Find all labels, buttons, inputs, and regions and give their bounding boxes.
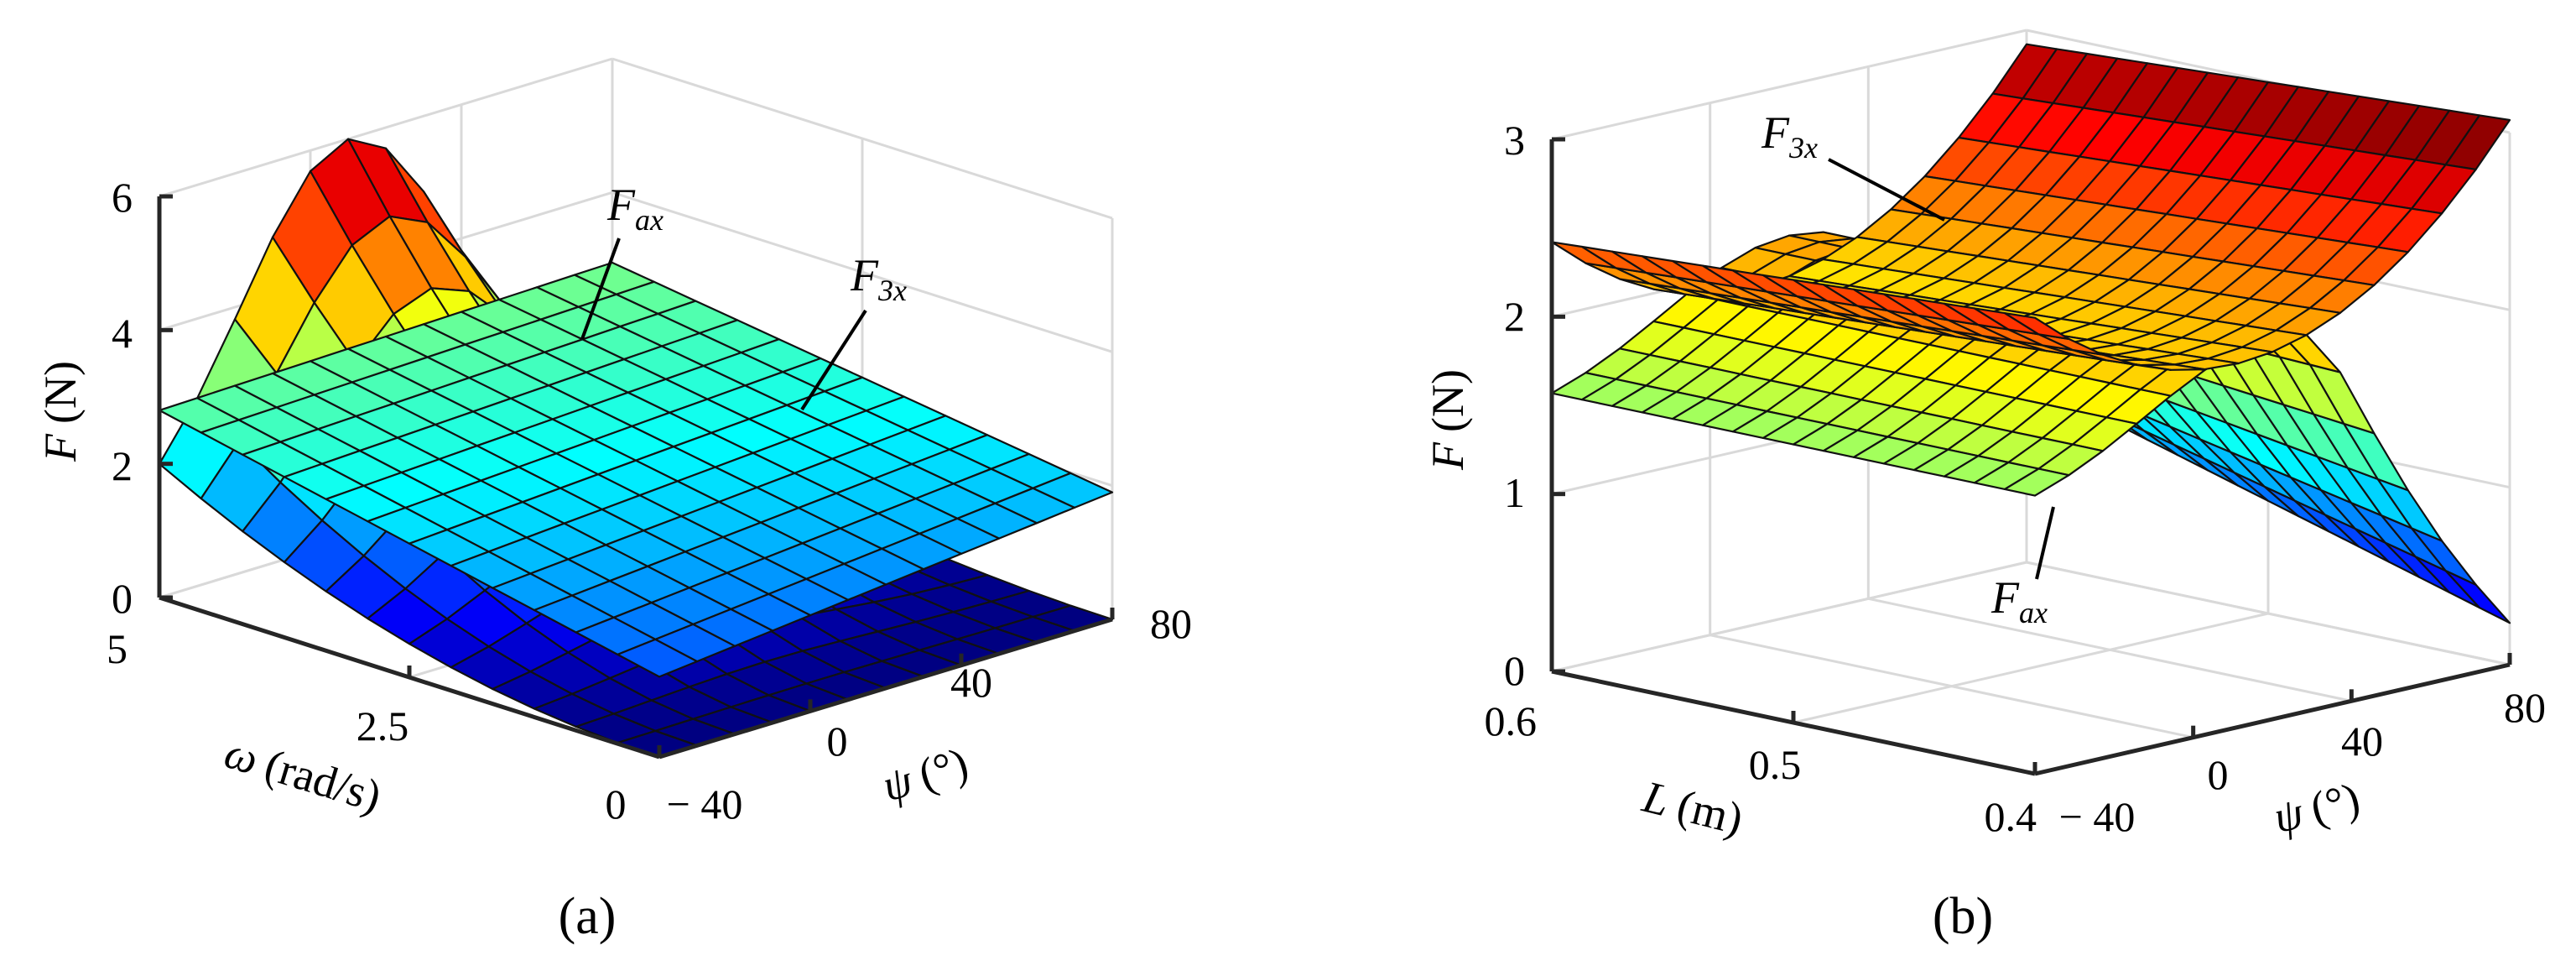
b-ytick-40: 40 — [2341, 718, 2383, 765]
a-sidewall-gridline — [159, 57, 613, 198]
a-ylabel-var: ψ — [877, 754, 919, 812]
b-f3x-surface-patch — [2003, 312, 2070, 340]
b-zlabel-unit: (N) — [1423, 369, 1473, 432]
a-ytick-minus40: − 40 — [667, 780, 743, 827]
panel-a-chart: 6 4 2 0 F(N) 5 2.5 0 ω(rad/s) − 40 0 40 … — [35, 57, 1192, 945]
svg-text:F(N): F (N) — [35, 361, 86, 462]
b-fax-surface-patch — [2003, 467, 2070, 497]
a-f3x-label-sub: 3x — [877, 274, 907, 307]
b-ylabel-unit: (°) — [2306, 773, 2365, 833]
b-sidewall-gridline — [1551, 561, 2027, 673]
a-ztick-4: 4 — [112, 310, 133, 357]
a-f3x-label: F3x — [850, 250, 907, 307]
a-xtick-5: 5 — [107, 625, 127, 672]
a-ztick-6: 6 — [112, 174, 133, 221]
a-ytick-0: 0 — [827, 718, 848, 765]
a-zlabel-var: F — [35, 433, 86, 462]
b-floor-gridline — [1868, 597, 2352, 702]
panel-a-label: (a) — [559, 888, 617, 945]
a-f3x-leader — [800, 309, 867, 411]
a-zlabel: F (N) — [35, 361, 86, 462]
b-ztick-2: 2 — [1504, 293, 1525, 340]
a-fax-leader — [580, 238, 621, 340]
b-xlabel-unit: (m) — [1673, 780, 1748, 844]
b-f3x-leader — [1828, 158, 1945, 222]
a-ylabel-unit: (°) — [913, 738, 974, 800]
a-ztick-0: 0 — [112, 575, 133, 622]
a-zlabel-unit: (N) — [35, 361, 86, 424]
b-xtick-0.5: 0.5 — [1749, 741, 1802, 788]
a-fax-label: Fax — [606, 180, 664, 237]
svg-text:ψ(°): ψ(°) — [877, 738, 974, 812]
a-y-axis — [658, 617, 1113, 760]
b-ylabel-var: ψ — [2268, 786, 2308, 843]
panel-b-axes — [1549, 137, 2512, 776]
panel-a-surfaces — [158, 138, 1114, 759]
b-xlabel: L(m) — [1637, 771, 1748, 844]
a-ytick-80: 80 — [1150, 600, 1192, 647]
b-ylabel: ψ(°) — [2268, 773, 2365, 843]
b-xtick-0.4: 0.4 — [1985, 793, 2037, 840]
b-fax-leader — [2035, 506, 2055, 580]
a-xlabel-var: ω — [219, 727, 264, 785]
b-floor-gridline — [1710, 634, 2194, 739]
a-fax-label-sub: ax — [635, 203, 664, 237]
b-fax-surface-patch — [2444, 569, 2511, 624]
b-ytick-minus40: − 40 — [2059, 793, 2136, 840]
b-fax-label: Fax — [1991, 572, 2048, 629]
b-ztick-1: 1 — [1504, 469, 1525, 516]
a-fax-label-main: F — [606, 180, 636, 230]
b-zlabel-var: F — [1423, 441, 1473, 471]
svg-text:ψ(°): ψ(°) — [2268, 773, 2365, 843]
a-f3x-surface-patch — [617, 638, 699, 678]
svg-text:F(N): F (N) — [1423, 369, 1473, 471]
svg-text:L(m): L(m) — [1637, 771, 1748, 844]
panel-b-surfaces — [1550, 43, 2511, 624]
a-xlabel-unit: (rad/s) — [259, 739, 387, 822]
b-f3x-label-main: F — [1761, 107, 1790, 158]
a-xtick-2.5: 2.5 — [356, 702, 409, 749]
b-ytick-0: 0 — [2208, 751, 2229, 798]
a-ylabel: ψ(°) — [877, 738, 974, 812]
b-fax-label-main: F — [1991, 572, 2020, 623]
a-ztick-2: 2 — [112, 442, 133, 489]
b-f3x-label: F3x — [1761, 107, 1818, 164]
b-ytick-80: 80 — [2504, 684, 2546, 731]
panel-b-chart: 3 2 1 0 F(N) 0.6 0.5 0.4 L(m) − 40 0 40 … — [1423, 29, 2546, 945]
b-f3x-label-sub: 3x — [1788, 131, 1818, 164]
a-f3x-label-main: F — [850, 250, 879, 300]
b-xtick-0.6: 0.6 — [1485, 697, 1538, 744]
panel-a-axes — [157, 194, 1115, 760]
b-ztick-3: 3 — [1504, 117, 1525, 164]
b-ztick-0: 0 — [1504, 647, 1525, 694]
b-zlabel: F (N) — [1423, 369, 1473, 471]
panel-b-label: (b) — [1933, 888, 1993, 945]
b-xlabel-var: L — [1637, 771, 1675, 827]
a-ytick-40: 40 — [950, 659, 992, 706]
b-sidewall-gridline — [1551, 29, 2027, 141]
a-xtick-0: 0 — [606, 780, 627, 827]
b-fax-label-sub: ax — [2019, 596, 2048, 629]
b-floor-gridline — [1793, 612, 2269, 724]
b-y-axis — [2034, 662, 2511, 776]
